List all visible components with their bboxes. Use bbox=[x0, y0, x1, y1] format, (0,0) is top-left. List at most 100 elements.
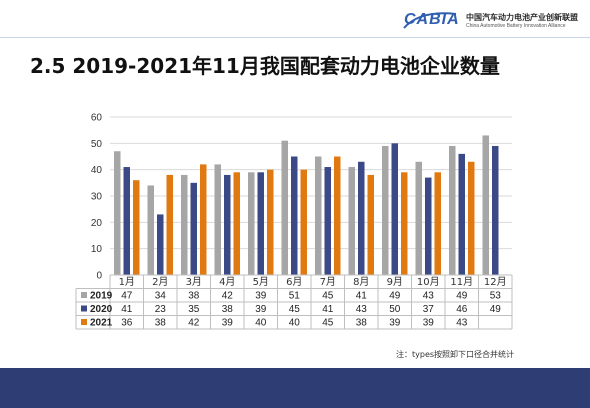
category-label: 11月 bbox=[450, 276, 473, 288]
bar bbox=[190, 182, 197, 275]
bar bbox=[482, 135, 489, 275]
y-tick-label: 0 bbox=[96, 271, 102, 282]
legend-swatch bbox=[81, 305, 87, 312]
data-label: 50 bbox=[389, 304, 401, 315]
category-label: 2月 bbox=[152, 276, 168, 288]
data-label: 39 bbox=[222, 318, 234, 329]
category-label: 9月 bbox=[387, 276, 403, 288]
data-label: 39 bbox=[255, 291, 267, 302]
category-label: 1月 bbox=[119, 276, 135, 288]
bar bbox=[248, 172, 255, 275]
data-label: 43 bbox=[356, 304, 368, 315]
bar bbox=[157, 214, 164, 275]
bar bbox=[200, 164, 207, 275]
bar bbox=[425, 177, 432, 275]
bar bbox=[214, 164, 221, 275]
data-label: 36 bbox=[121, 318, 133, 329]
data-label: 41 bbox=[322, 304, 334, 315]
data-label: 38 bbox=[222, 304, 234, 315]
legend-label: 2020 bbox=[90, 304, 113, 315]
y-tick-label: 20 bbox=[91, 218, 103, 229]
bar bbox=[233, 172, 240, 275]
bar bbox=[449, 145, 456, 275]
data-label: 40 bbox=[289, 318, 301, 329]
category-label: 8月 bbox=[353, 276, 369, 288]
data-label: 37 bbox=[423, 304, 435, 315]
bar bbox=[492, 145, 499, 275]
bar bbox=[468, 161, 475, 275]
bar bbox=[133, 180, 140, 275]
bar-chart: 0 10 20 30 40 50 60 1月 2月 3月 4月 5月 6月 7月 8月 9月 10月 11月 12月… bbox=[75, 113, 513, 330]
data-label: 39 bbox=[423, 318, 435, 329]
category-label: 4月 bbox=[219, 276, 235, 288]
data-label: 43 bbox=[423, 291, 435, 302]
bar bbox=[123, 167, 130, 275]
category-label: 6月 bbox=[286, 276, 302, 288]
legend-label: 2021 bbox=[90, 318, 113, 329]
bar bbox=[224, 174, 231, 275]
data-label: 49 bbox=[490, 304, 502, 315]
bar bbox=[458, 153, 465, 275]
bar bbox=[291, 156, 298, 275]
bar bbox=[382, 145, 389, 275]
data-label: 38 bbox=[188, 291, 200, 302]
data-label: 39 bbox=[255, 304, 267, 315]
data-label: 39 bbox=[389, 318, 401, 329]
bar bbox=[281, 140, 288, 275]
bar bbox=[300, 169, 307, 275]
data-label: 42 bbox=[188, 318, 200, 329]
bar bbox=[358, 161, 365, 275]
y-tick-label: 30 bbox=[91, 192, 103, 203]
footnote: 注：types按照卸下口径合并统计 bbox=[396, 350, 515, 359]
legend-label: 2019 bbox=[90, 291, 113, 302]
bar bbox=[367, 174, 374, 275]
data-label: 38 bbox=[155, 318, 167, 329]
bar bbox=[324, 167, 331, 275]
legend-swatch bbox=[81, 292, 87, 298]
data-label: 40 bbox=[255, 318, 267, 329]
data-label: 45 bbox=[322, 291, 334, 302]
data-label: 51 bbox=[289, 291, 301, 302]
bar bbox=[334, 156, 341, 275]
data-label: 41 bbox=[356, 291, 368, 302]
data-label: 49 bbox=[456, 291, 468, 302]
bar bbox=[415, 161, 422, 275]
data-label: 23 bbox=[155, 304, 167, 315]
data-label: 45 bbox=[322, 318, 334, 329]
data-label: 43 bbox=[456, 318, 468, 329]
bar bbox=[434, 172, 441, 275]
footer-bar bbox=[0, 368, 590, 408]
bar bbox=[391, 143, 398, 275]
data-label: 47 bbox=[121, 291, 133, 302]
legend-swatch bbox=[81, 319, 87, 325]
bar bbox=[348, 167, 355, 275]
y-tick-label: 40 bbox=[91, 165, 103, 176]
y-tick-label: 10 bbox=[91, 244, 103, 255]
org-name-cn: 中国汽车动力电池产业创新联盟 bbox=[466, 13, 578, 22]
category-label: 12月 bbox=[484, 276, 507, 288]
category-label: 5月 bbox=[253, 276, 269, 288]
data-label: 38 bbox=[356, 318, 368, 329]
data-label: 46 bbox=[456, 304, 468, 315]
bar bbox=[114, 151, 121, 275]
logo: CABIA bbox=[404, 11, 460, 28]
y-tick-label: 50 bbox=[91, 139, 103, 150]
category-label: 7月 bbox=[320, 276, 336, 288]
header: CABIA 中国汽车动力电池产业创新联盟 China Automotive Ba… bbox=[0, 0, 590, 38]
category-label: 3月 bbox=[186, 276, 202, 288]
data-label: 34 bbox=[155, 291, 167, 302]
data-label: 42 bbox=[222, 291, 234, 302]
org-name-en: China Automotive Battery Innovation Alli… bbox=[466, 23, 566, 29]
bar bbox=[315, 156, 322, 275]
y-tick-label: 60 bbox=[91, 113, 103, 124]
data-label: 45 bbox=[289, 304, 301, 315]
header-divider bbox=[0, 37, 590, 38]
data-label: 53 bbox=[490, 291, 502, 302]
bar bbox=[257, 172, 264, 275]
logo-swoosh-icon bbox=[403, 12, 457, 29]
category-label: 10月 bbox=[417, 276, 440, 288]
bar bbox=[147, 185, 154, 275]
bar bbox=[181, 174, 188, 275]
bar bbox=[267, 169, 274, 275]
bar bbox=[401, 172, 408, 275]
